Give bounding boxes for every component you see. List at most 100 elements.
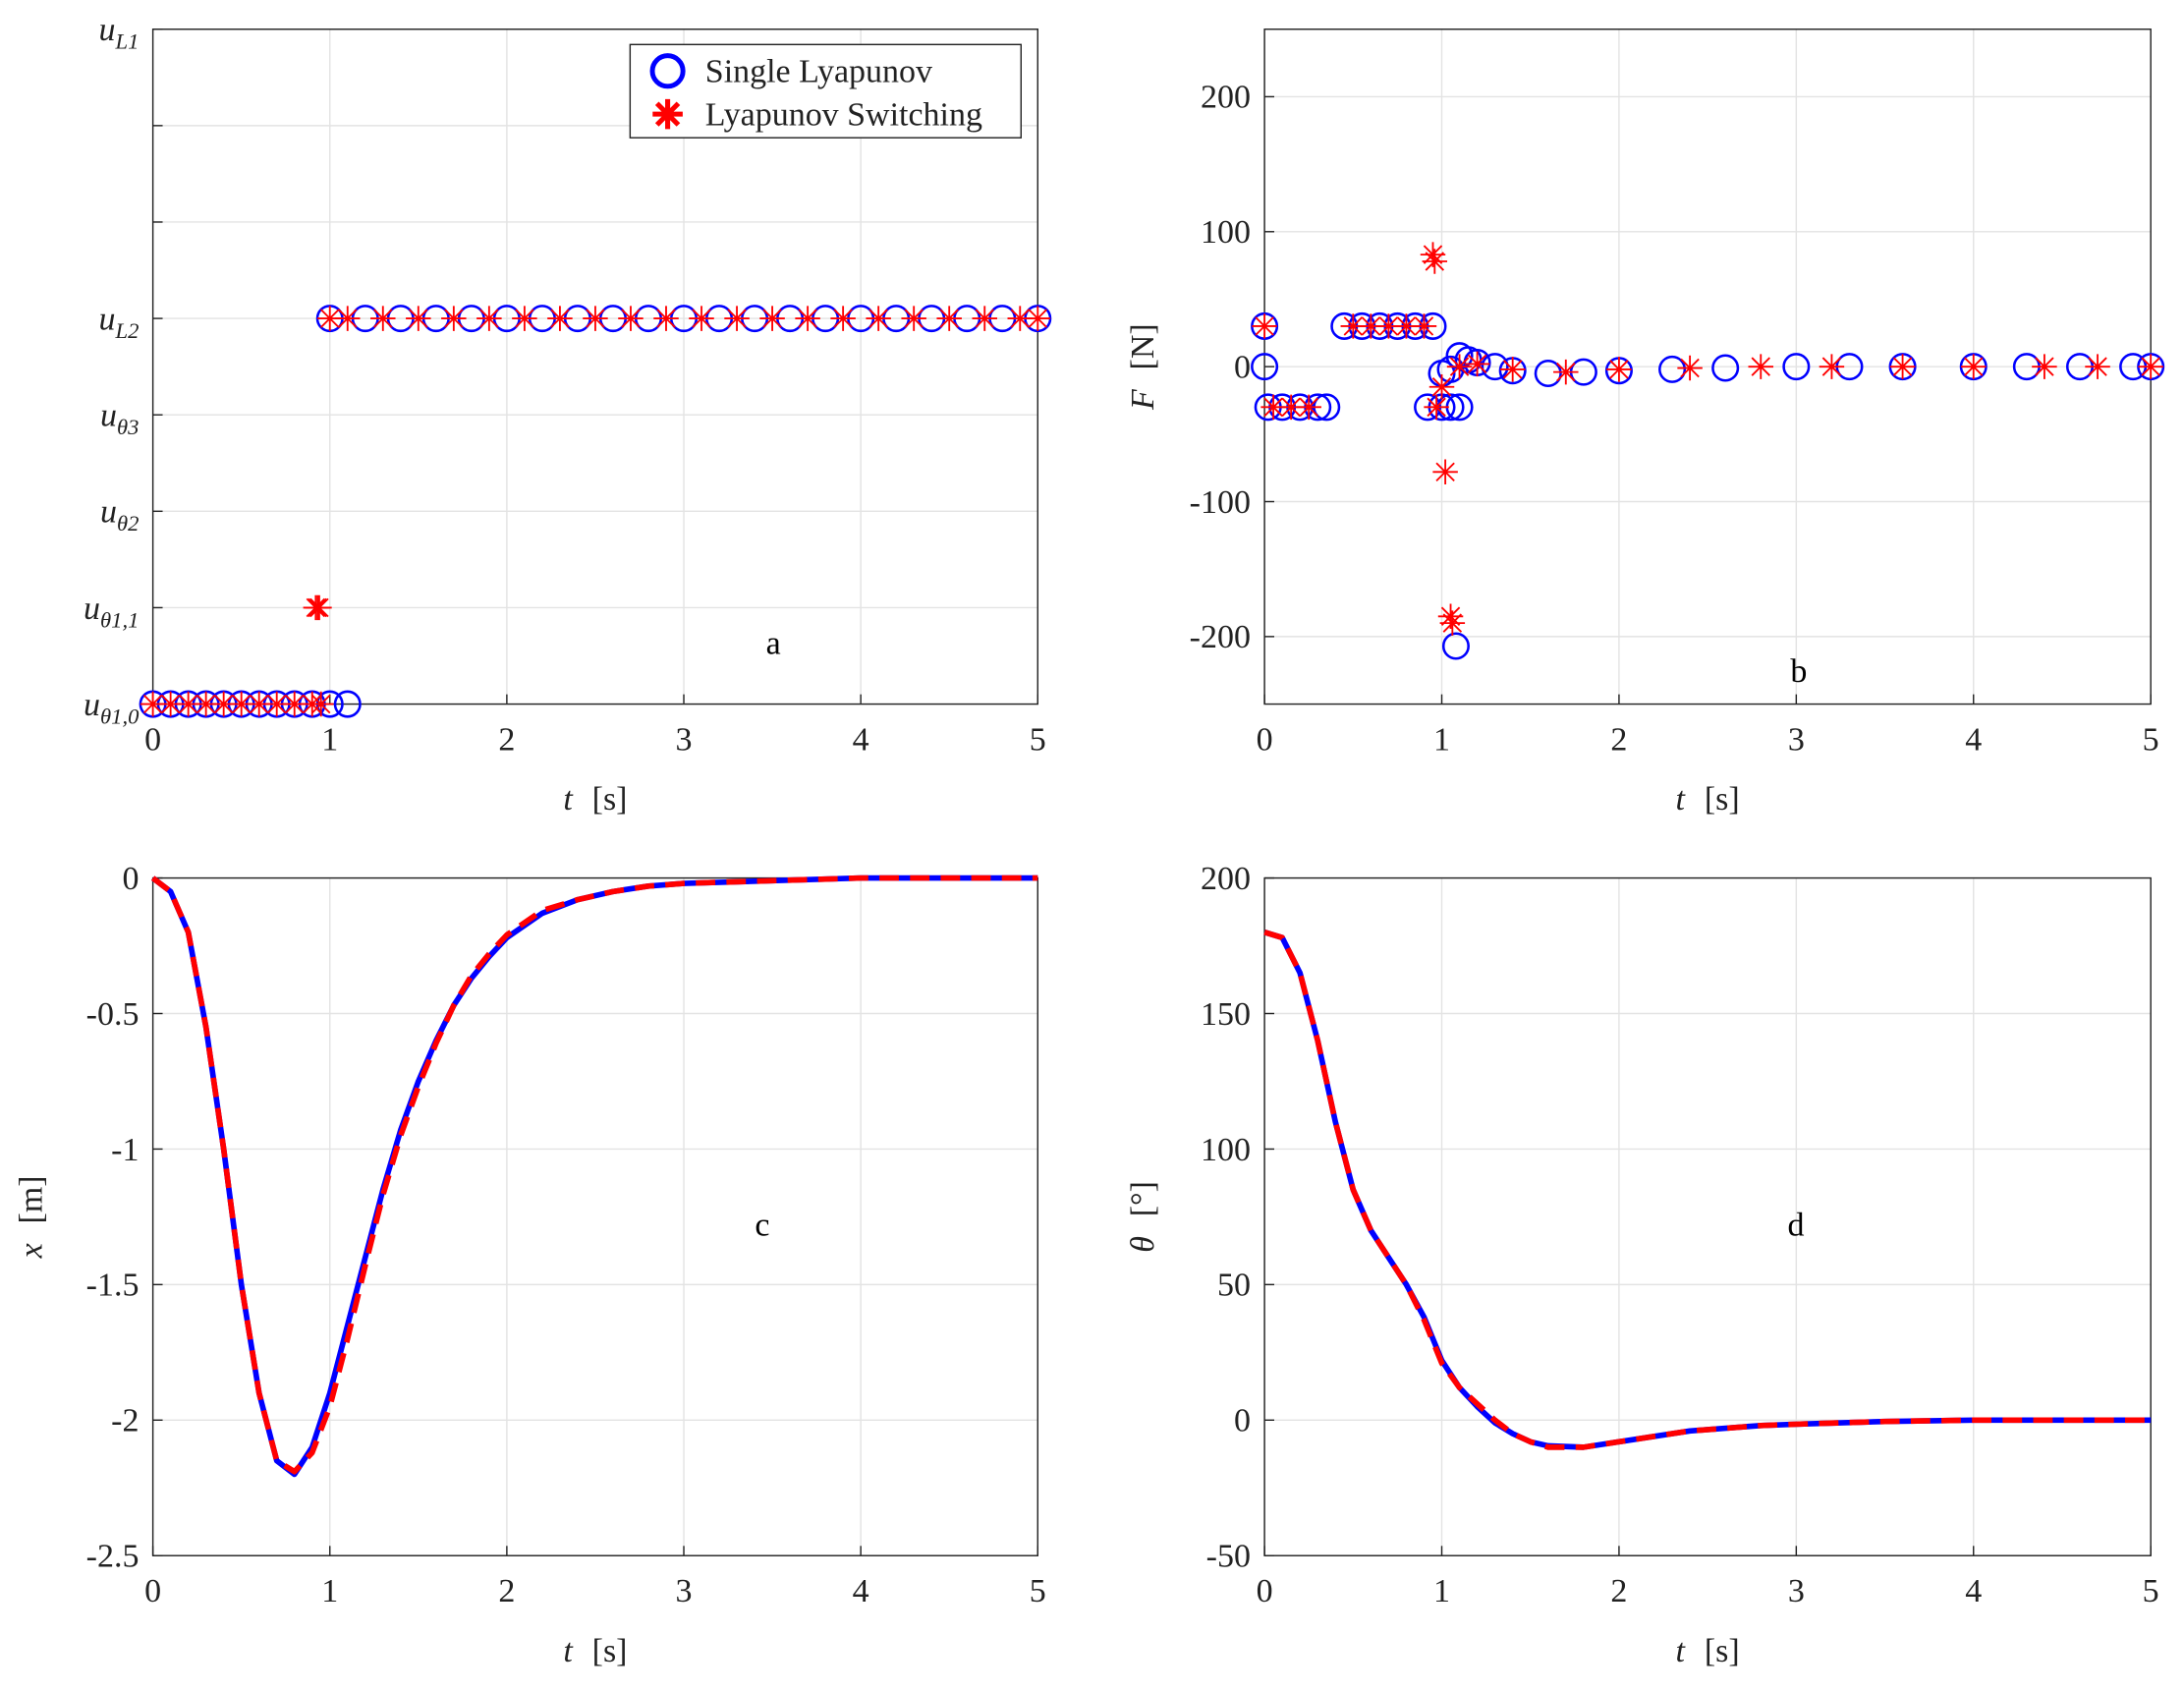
y-tick-label: 100 xyxy=(1201,214,1251,251)
axes-box xyxy=(1263,876,2152,1556)
y-tick-label: 0 xyxy=(122,861,139,897)
star-marker xyxy=(246,691,272,717)
x-tick-label: 5 xyxy=(1030,1573,1046,1609)
star-marker xyxy=(1677,355,1703,381)
star-marker xyxy=(583,306,608,331)
x-axis-label-unit: [s] xyxy=(1705,781,1740,818)
y-tick-label: 100 xyxy=(1201,1132,1251,1168)
y-tick-label: uθ3 xyxy=(100,398,139,439)
x-tick-label: 0 xyxy=(1257,1573,1273,1609)
star-marker xyxy=(972,306,997,331)
y-tick-label: uθ1,0 xyxy=(84,687,140,728)
x-tick-label: 2 xyxy=(498,721,515,758)
star-marker xyxy=(653,306,679,331)
star-marker xyxy=(1296,394,1321,421)
y-tick-label-base: u xyxy=(84,591,100,627)
star-marker xyxy=(1464,351,1490,377)
y-tick-label: 50 xyxy=(1217,1268,1251,1304)
star-marker xyxy=(1437,603,1464,630)
x-tick-label: 2 xyxy=(1610,1573,1627,1609)
star-marker xyxy=(2138,354,2163,379)
star-marker xyxy=(1889,354,1916,379)
star-marker xyxy=(1424,394,1449,421)
star-marker xyxy=(866,306,891,331)
star-marker xyxy=(1446,354,1473,379)
subplot: 0 1 2 3 4 5 -200 -100 0 100 200 t [s] F [N] b xyxy=(1125,28,2165,818)
panel-letter: a xyxy=(766,626,781,662)
x-tick-label: 0 xyxy=(144,1573,161,1609)
x-tick-label: 0 xyxy=(1257,721,1273,758)
circle-marker xyxy=(1782,353,1811,381)
circle-marker xyxy=(1534,359,1562,388)
circle-marker xyxy=(1711,354,1740,382)
x-tick-label: 3 xyxy=(1788,1573,1805,1609)
star-marker xyxy=(317,306,343,331)
y-tick-label-subscript: L2 xyxy=(115,318,140,343)
star-marker xyxy=(512,306,537,331)
y-tick-label: -2 xyxy=(111,1403,139,1439)
star-marker xyxy=(441,306,467,331)
x-tick-label: 5 xyxy=(2143,1573,2159,1609)
star-marker xyxy=(724,306,750,331)
y-tick-label: -50 xyxy=(1206,1539,1251,1575)
panel-letter: d xyxy=(1788,1208,1805,1244)
circle-marker xyxy=(1251,353,1279,381)
star-marker xyxy=(618,306,644,331)
y-tick-label-subscript: θ1,0 xyxy=(100,704,140,728)
star-marker xyxy=(759,306,785,331)
x-axis-label: t [s] xyxy=(1676,781,1740,818)
x-axis-label-symbol: t xyxy=(563,781,574,818)
y-tick-label: -0.5 xyxy=(86,996,140,1033)
x-tick-label: 5 xyxy=(2143,721,2159,758)
star-marker xyxy=(335,306,361,331)
legend: Single Lyapunov Lyapunov Switching xyxy=(629,43,1022,139)
axes-box xyxy=(151,876,1038,1556)
star-marker xyxy=(936,306,962,331)
star-marker xyxy=(228,691,254,717)
series-line xyxy=(150,874,1038,1475)
x-tick-label: 1 xyxy=(321,721,338,758)
plot-area xyxy=(152,877,1038,1556)
subplot: 0 1 2 3 4 5 -2.5 -2 -1.5 -1 -0.5 0 t [s] x [m] c xyxy=(13,861,1045,1669)
star-marker xyxy=(1439,610,1466,636)
star-marker xyxy=(281,691,308,717)
star-marker xyxy=(140,691,166,717)
x-axis-label-symbol: t xyxy=(1676,781,1687,818)
star-marker xyxy=(1411,313,1437,339)
star-marker xyxy=(2032,354,2057,379)
x-tick-label: 3 xyxy=(676,721,693,758)
x-tick-label: 2 xyxy=(1610,721,1627,758)
x-axis-label-unit: [s] xyxy=(592,1633,628,1669)
y-tick-label-base: u xyxy=(99,12,116,48)
circle-marker xyxy=(333,690,362,718)
y-tick-label: 200 xyxy=(1201,80,1251,116)
y-tick-label: -2.5 xyxy=(86,1539,140,1575)
y-tick-label: -100 xyxy=(1190,484,1251,521)
star-marker xyxy=(1553,359,1579,385)
x-axis-label-symbol: t xyxy=(1676,1633,1687,1669)
star-marker xyxy=(1252,313,1277,339)
y-tick-label: -1 xyxy=(111,1132,139,1168)
y-tick-label: -200 xyxy=(1190,619,1251,655)
y-tick-label-base: u xyxy=(100,494,117,531)
panel-letter: c xyxy=(755,1208,769,1244)
star-marker xyxy=(308,691,334,717)
legend-star xyxy=(652,98,683,130)
y-tick-label: 200 xyxy=(1201,861,1251,897)
y-tick-label: 0 xyxy=(1234,1403,1251,1439)
circle-marker xyxy=(1441,632,1470,660)
star-marker xyxy=(1340,313,1367,339)
y-tick-label-subscript: θ2 xyxy=(117,511,139,536)
plot-area xyxy=(152,28,1038,705)
star-marker xyxy=(1432,459,1458,485)
star-marker xyxy=(1819,354,1845,379)
circle-marker xyxy=(1481,353,1509,381)
star-marker xyxy=(370,306,396,331)
y-axis-label-unit: [N] xyxy=(1125,323,1161,369)
star-marker xyxy=(1422,249,1448,274)
y-tick-label: uL1 xyxy=(99,12,140,53)
y-tick-label: 0 xyxy=(1234,349,1251,385)
x-axis-label: t [s] xyxy=(1676,1633,1740,1669)
legend-label: Lyapunov Switching xyxy=(705,96,982,133)
